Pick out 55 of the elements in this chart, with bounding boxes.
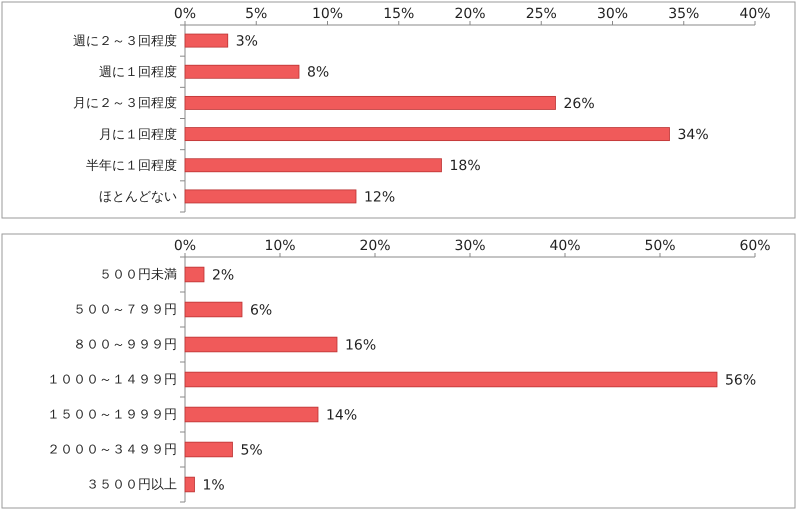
data-label: 14% xyxy=(326,407,358,424)
data-label: 3% xyxy=(236,33,258,50)
data-label: 18% xyxy=(450,158,481,174)
x-tick-label: 20% xyxy=(359,238,391,254)
bar xyxy=(184,372,718,388)
x-tick-label: 10% xyxy=(264,238,296,254)
x-tick-label: 25% xyxy=(526,6,557,22)
data-label: 2% xyxy=(212,267,234,284)
x-tick-label: 30% xyxy=(596,6,628,22)
y-tick-label: ５００円未満 xyxy=(99,268,177,283)
x-tick-label: 30% xyxy=(454,238,486,254)
y-tick-label: 週に１回程度 xyxy=(99,64,177,80)
y-tick-label: １０００～１４９９円 xyxy=(47,372,177,388)
bar xyxy=(184,476,195,492)
bar xyxy=(184,189,356,204)
x-tick-label: 40% xyxy=(549,238,581,254)
y-tick-label: ８００～９９９円 xyxy=(73,338,177,353)
x-tick-label: 20% xyxy=(454,6,486,22)
bar xyxy=(184,336,338,352)
y-tick-label: ほとんどない xyxy=(99,190,177,205)
y-tick-label: 半年に１回程度 xyxy=(86,157,177,174)
bar xyxy=(184,266,204,282)
x-tick-label: 15% xyxy=(383,6,414,22)
x-tick-label: 40% xyxy=(739,6,771,22)
x-tick-label: 60% xyxy=(739,238,771,254)
data-label: 26% xyxy=(564,96,595,112)
data-label: 16% xyxy=(345,337,376,354)
bar xyxy=(184,127,670,142)
x-tick-label: 50% xyxy=(644,238,676,254)
data-label: 1% xyxy=(202,477,225,494)
y-tick-label: ２０００～３４９９円 xyxy=(47,442,177,458)
bar xyxy=(184,158,442,172)
bar xyxy=(184,406,318,422)
x-tick-label: 10% xyxy=(312,6,344,22)
x-tick-label: 5% xyxy=(245,6,268,22)
data-label: 56% xyxy=(725,372,756,388)
y-tick-label: 週に２～３回程度 xyxy=(73,32,177,49)
bar xyxy=(184,96,556,110)
data-label: 12% xyxy=(364,189,396,206)
data-label: 6% xyxy=(250,302,272,318)
x-tick-label: 35% xyxy=(668,6,700,22)
x-tick-label: 0% xyxy=(174,6,196,22)
y-tick-label: 月に２～３回程度 xyxy=(73,95,177,112)
y-tick-label: ３５００円以上 xyxy=(86,478,177,493)
x-tick-label: 0% xyxy=(174,238,196,254)
bar xyxy=(184,34,228,48)
bar xyxy=(184,442,233,458)
bar xyxy=(184,302,242,318)
bar xyxy=(184,64,300,79)
data-label: 8% xyxy=(307,64,330,81)
data-label: 5% xyxy=(240,442,263,458)
data-label: 34% xyxy=(678,126,709,143)
y-tick-label: １５００～１９９９円 xyxy=(47,408,177,423)
y-tick-label: ５００～７９９円 xyxy=(73,302,177,318)
y-tick-label: 月に１回程度 xyxy=(99,126,177,142)
